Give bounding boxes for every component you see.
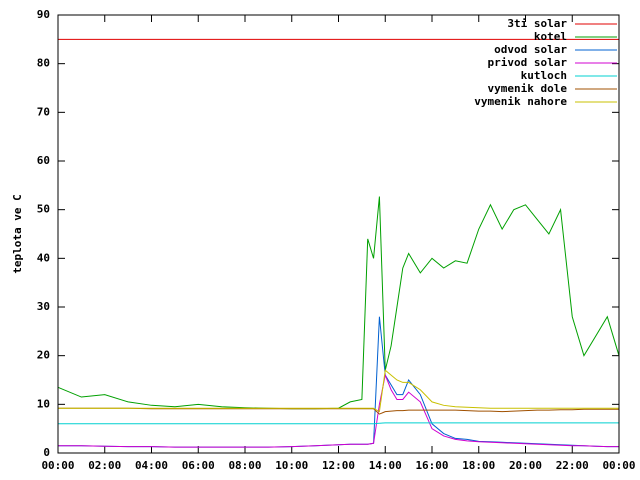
- plot-border: [57, 14, 620, 454]
- legend-label: odvod solar: [494, 43, 567, 56]
- y-axis-label: teplota ve C: [11, 194, 24, 273]
- y-tick-label: 40: [37, 251, 50, 264]
- x-tick-label: 16:00: [415, 459, 448, 472]
- x-tick-label: 00:00: [41, 459, 74, 472]
- legend-label: privod solar: [488, 56, 568, 69]
- y-tick-label: 60: [37, 154, 50, 167]
- x-tick-label: 10:00: [275, 459, 308, 472]
- x-tick-label: 04:00: [135, 459, 168, 472]
- series-line: [57, 196, 620, 410]
- y-tick-label: 50: [37, 203, 50, 216]
- y-tick-label: 20: [37, 349, 50, 362]
- x-tick-label: 06:00: [182, 459, 215, 472]
- y-tick-label: 80: [37, 57, 50, 70]
- y-tick-label: 0: [43, 446, 50, 459]
- y-tick-label: 30: [37, 300, 50, 313]
- y-tick-label: 70: [37, 105, 50, 118]
- x-tick-label: 14:00: [369, 459, 402, 472]
- legend-label: 3ti solar: [507, 17, 567, 30]
- legend-label: kutloch: [521, 69, 567, 82]
- x-tick-label: 08:00: [228, 459, 261, 472]
- series-line: [58, 373, 619, 448]
- x-tick-label: 20:00: [509, 459, 542, 472]
- x-tick-label: 18:00: [462, 459, 495, 472]
- series-line: [58, 369, 619, 413]
- y-tick-label: 90: [37, 8, 50, 21]
- series-line: [58, 422, 619, 425]
- x-tick-label: 02:00: [88, 459, 121, 472]
- legend-label: kotel: [534, 30, 567, 43]
- x-tick-label: 22:00: [556, 459, 589, 472]
- x-tick-label: 12:00: [322, 459, 355, 472]
- y-tick-label: 10: [37, 397, 50, 410]
- x-tick-label: 00:00: [602, 459, 635, 472]
- legend-label: vymenik dole: [488, 82, 568, 95]
- legend-label: vymenik nahore: [474, 95, 567, 108]
